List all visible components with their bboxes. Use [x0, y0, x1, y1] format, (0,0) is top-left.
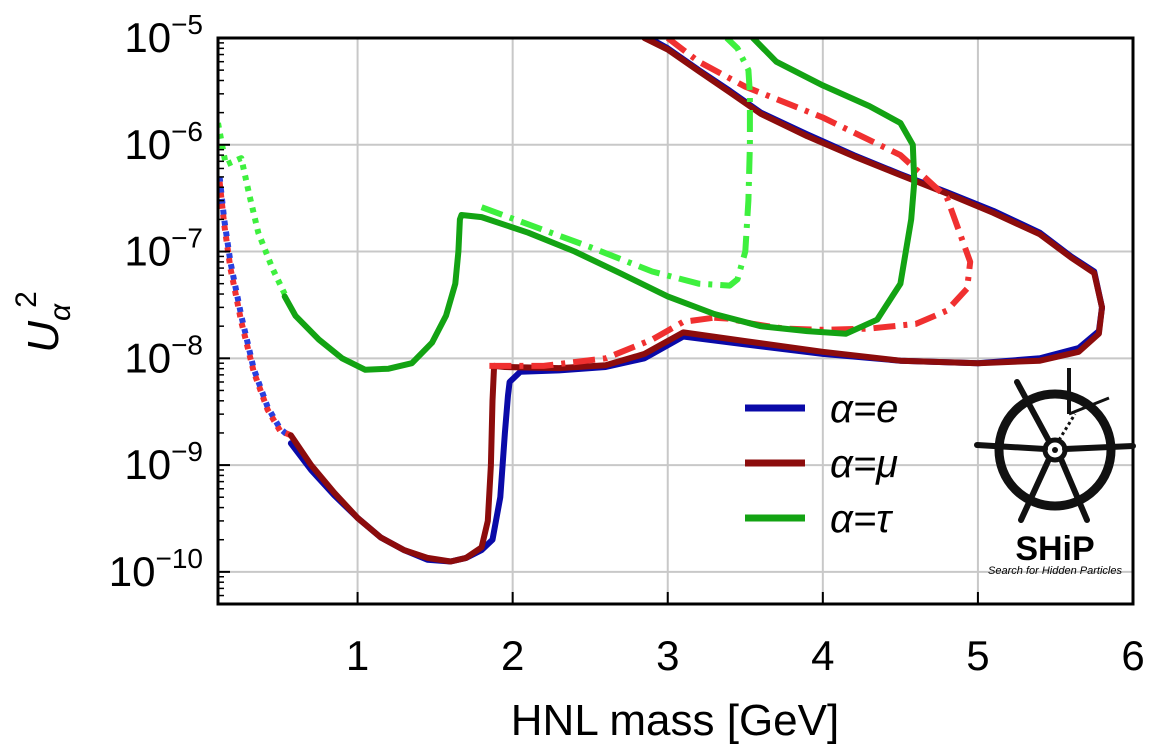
x-tick-label: 2 [501, 632, 524, 679]
x-tick-label: 5 [966, 632, 989, 679]
y-axis-title-main: U [19, 321, 68, 353]
series-e_solid [287, 304, 1105, 565]
logo-title: SHiP [1015, 530, 1094, 568]
y-axis-title-sup: 2 [10, 291, 43, 308]
svg-text:Uα2: Uα2 [10, 291, 77, 353]
legend-label: α=e [830, 387, 898, 431]
series-tau_dashdot [480, 38, 753, 289]
series-mu_solid [287, 304, 1105, 565]
y-tick-exponent: −6 [171, 116, 203, 147]
y-axis-title-sub: α [44, 303, 77, 321]
x-tick-label: 6 [1121, 632, 1144, 679]
y-tick-base: 10 [124, 334, 171, 381]
y-tick-label: 10−8 [124, 329, 203, 381]
y-tick-exponent: −7 [171, 223, 203, 254]
y-tick-base: 10 [124, 121, 171, 168]
series-lines [218, 38, 1105, 565]
y-tick-base: 10 [124, 441, 171, 488]
ship-logo: SHiP Search for Hidden Particles [974, 368, 1136, 577]
y-tick-exponent: −10 [156, 543, 204, 574]
logo-subtitle: Search for Hidden Particles [988, 565, 1122, 577]
y-tick-label: 10−6 [124, 116, 203, 168]
y-tick-label: 10−5 [124, 9, 203, 61]
series-mu_dotted [218, 181, 293, 439]
x-tick-label: 3 [656, 632, 679, 679]
legend-label: α=μ [830, 442, 898, 486]
x-tick-label: 4 [811, 632, 834, 679]
series-mu_dashdot_low [489, 314, 715, 369]
series-tau_dotted [218, 122, 288, 296]
series-mu_upper_solid [641, 38, 1105, 311]
series-tau_solid [281, 38, 918, 373]
y-tick-base: 10 [124, 228, 171, 275]
series-e_dotted [218, 176, 293, 441]
y-tick-base: 10 [109, 548, 156, 595]
series-e_upper_solid [646, 38, 1105, 311]
y-tick-base: 10 [124, 14, 171, 61]
legend-label: α=τ [830, 497, 894, 541]
ship-wheel-icon [994, 389, 1116, 511]
y-tick-exponent: −9 [171, 436, 203, 467]
y-tick-exponent: −8 [171, 329, 203, 360]
y-tick-exponent: −5 [171, 9, 203, 40]
legend: α=e α=μ α=τ [745, 387, 898, 541]
y-tick-label: 10−9 [124, 436, 203, 488]
plot-frame [216, 36, 1135, 606]
y-tick-label: 10−10 [109, 543, 203, 595]
x-axis-title: HNL mass [GeV] [511, 696, 839, 744]
x-tick-label: 1 [346, 632, 369, 679]
axis-ticks [218, 37, 1134, 604]
y-axis-title: Uα2 [10, 291, 77, 353]
y-tick-label: 10−7 [124, 223, 203, 275]
x-tick-labels: 1 2 3 4 5 6 [346, 632, 1145, 679]
